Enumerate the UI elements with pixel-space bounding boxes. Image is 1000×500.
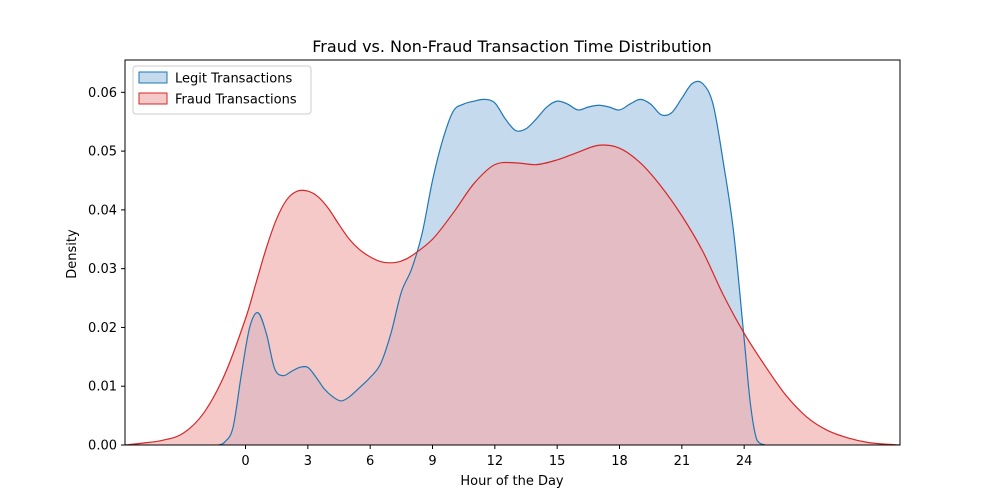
chart-title: Fraud vs. Non-Fraud Transaction Time Dis… xyxy=(312,37,711,56)
legend-swatch-0 xyxy=(138,71,168,84)
series-area-1 xyxy=(125,144,900,445)
x-tick-label: 9 xyxy=(428,454,436,469)
y-tick-label: 0.05 xyxy=(88,145,117,160)
plot-frame xyxy=(124,59,901,446)
legend-box xyxy=(132,65,312,115)
legend: Legit Transactions Fraud Transactions xyxy=(132,65,312,115)
y-tick-label: 0.01 xyxy=(88,380,117,395)
y-tick-label: 0.03 xyxy=(88,262,117,277)
y-axis: 0.00 0.01 0.02 0.03 0.04 0.05 0.06 xyxy=(88,86,125,454)
y-tick-label: 0.02 xyxy=(88,321,117,336)
x-tick-label: 24 xyxy=(736,454,753,469)
x-axis: 0 3 6 9 12 15 18 21 24 xyxy=(241,445,752,469)
density-areas xyxy=(124,80,901,446)
x-tick-label: 18 xyxy=(611,454,628,469)
x-tick-label: 3 xyxy=(304,454,312,469)
x-tick-label: 21 xyxy=(674,454,691,469)
x-tick-label: 6 xyxy=(366,454,374,469)
series-line-0 xyxy=(218,80,766,446)
series-line-1 xyxy=(124,144,901,446)
x-tick-label: 15 xyxy=(549,454,566,469)
y-tick-label: 0.00 xyxy=(88,439,117,454)
x-axis-label: Hour of the Day xyxy=(460,474,564,489)
legend-entry-0: Legit Transactions xyxy=(175,72,292,87)
legend-entry-1: Fraud Transactions xyxy=(175,93,297,108)
x-tick-label: 12 xyxy=(487,454,504,469)
y-axis-label: Density xyxy=(65,229,80,279)
legend-swatch-1 xyxy=(138,92,168,105)
x-tick-label: 0 xyxy=(241,454,249,469)
y-tick-label: 0.04 xyxy=(88,203,117,218)
y-tick-label: 0.06 xyxy=(88,86,117,101)
